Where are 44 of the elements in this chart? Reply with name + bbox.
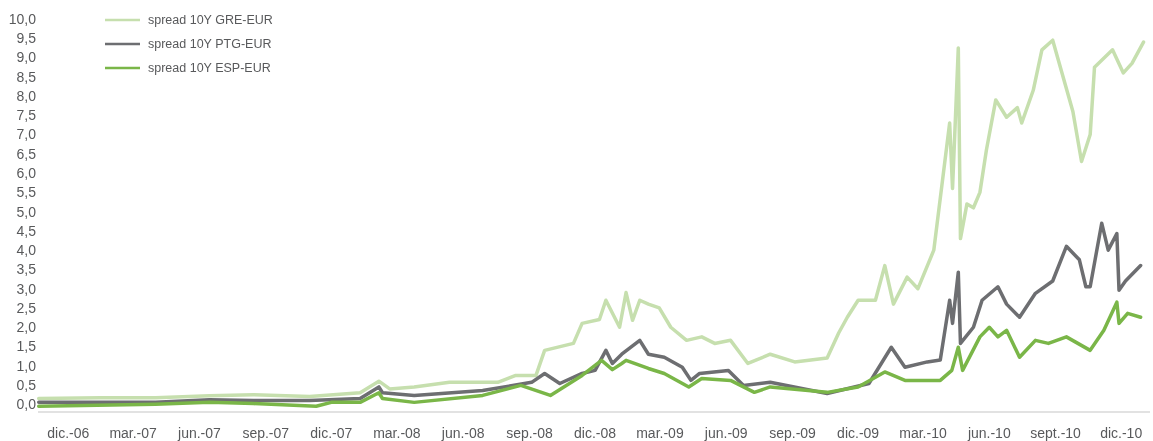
y-tick-label: 3,0 <box>16 280 37 297</box>
x-tick-label: sep.-09 <box>769 425 817 441</box>
legend-label: spread 10Y GRE-EUR <box>148 13 273 28</box>
y-tick-label: 6,5 <box>16 145 37 162</box>
y-tick-label: 9,5 <box>16 30 37 47</box>
y-tick-label: 2,5 <box>16 299 37 316</box>
x-tick-label: dic.-08 <box>574 425 617 441</box>
x-tick-label: mar.-09 <box>636 425 684 441</box>
x-tick-label: sep.-08 <box>506 425 554 441</box>
x-tick-label: jun.-10 <box>966 425 1011 441</box>
y-tick-label: 8,0 <box>16 87 37 104</box>
legend-label: spread 10Y ESP-EUR <box>148 61 271 76</box>
y-tick-label: 9,0 <box>16 49 37 66</box>
x-tick-label: mar.-10 <box>899 425 947 441</box>
y-tick-label: 7,0 <box>16 126 37 143</box>
y-tick-label: 1,5 <box>16 338 37 355</box>
x-tick-label: dic.-09 <box>837 425 880 441</box>
y-tick-label: 4,0 <box>16 242 37 259</box>
y-tick-label: 8,5 <box>16 68 37 85</box>
line-series <box>36 221 1143 405</box>
y-tick-label: 6,0 <box>16 165 37 182</box>
y-tick-label: 3,5 <box>16 261 37 278</box>
x-tick-label: jun.-07 <box>177 425 222 441</box>
x-tick-label: mar.-07 <box>109 425 158 441</box>
x-tick-label: sep.-07 <box>242 425 290 441</box>
y-tick-label: 7,5 <box>16 107 37 124</box>
y-tick-label: 4,5 <box>16 222 37 239</box>
x-tick-label: dic.-06 <box>47 425 90 441</box>
legend-label: spread 10Y PTG-EUR <box>148 37 272 52</box>
y-tick-label: 0,5 <box>16 376 37 393</box>
line-series <box>36 300 1143 408</box>
x-tick-label: sept.-10 <box>1030 425 1082 441</box>
y-tick-label: 1,0 <box>16 357 37 374</box>
x-tick-label: dic.-07 <box>310 425 353 441</box>
y-tick-label: 2,0 <box>16 319 37 336</box>
x-tick-label: jun.-08 <box>440 425 485 441</box>
y-tick-label: 10,0 <box>8 10 37 27</box>
x-tick-label: dic.-10 <box>1100 425 1143 441</box>
y-tick-label: 5,0 <box>16 203 37 220</box>
y-tick-label: 5,5 <box>16 184 37 201</box>
line-series <box>36 38 1146 401</box>
y-tick-label: 0,0 <box>16 396 37 413</box>
x-tick-label: jun.-09 <box>703 425 748 441</box>
x-tick-label: mar.-08 <box>373 425 421 441</box>
